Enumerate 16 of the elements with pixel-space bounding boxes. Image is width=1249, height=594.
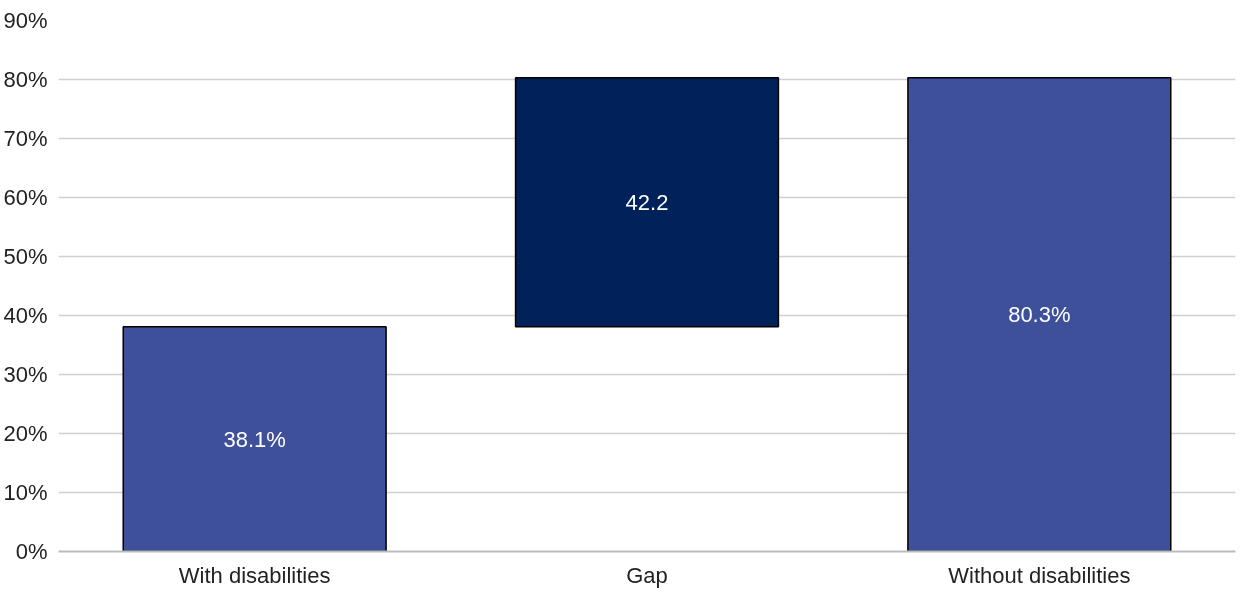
y-tick-label: 40%: [3, 303, 48, 328]
y-tick-label: 20%: [3, 421, 48, 446]
data-label: 42.2: [625, 189, 669, 215]
y-tick-label: 30%: [3, 362, 48, 387]
data-label: 38.1%: [223, 426, 286, 452]
data-label: 80.3%: [1008, 302, 1071, 328]
y-tick-label: 70%: [3, 126, 48, 151]
y-tick-label: 80%: [3, 67, 48, 92]
x-tick-label: Gap: [626, 562, 668, 588]
y-tick-label: 60%: [3, 185, 48, 210]
y-tick-label: 10%: [3, 480, 48, 505]
x-tick-label: With disabilities: [178, 562, 331, 588]
y-tick-label: 0%: [15, 539, 48, 564]
y-tick-label: 90%: [3, 8, 48, 33]
y-tick-label: 50%: [3, 244, 48, 269]
x-tick-label: Without disabilities: [948, 562, 1131, 588]
